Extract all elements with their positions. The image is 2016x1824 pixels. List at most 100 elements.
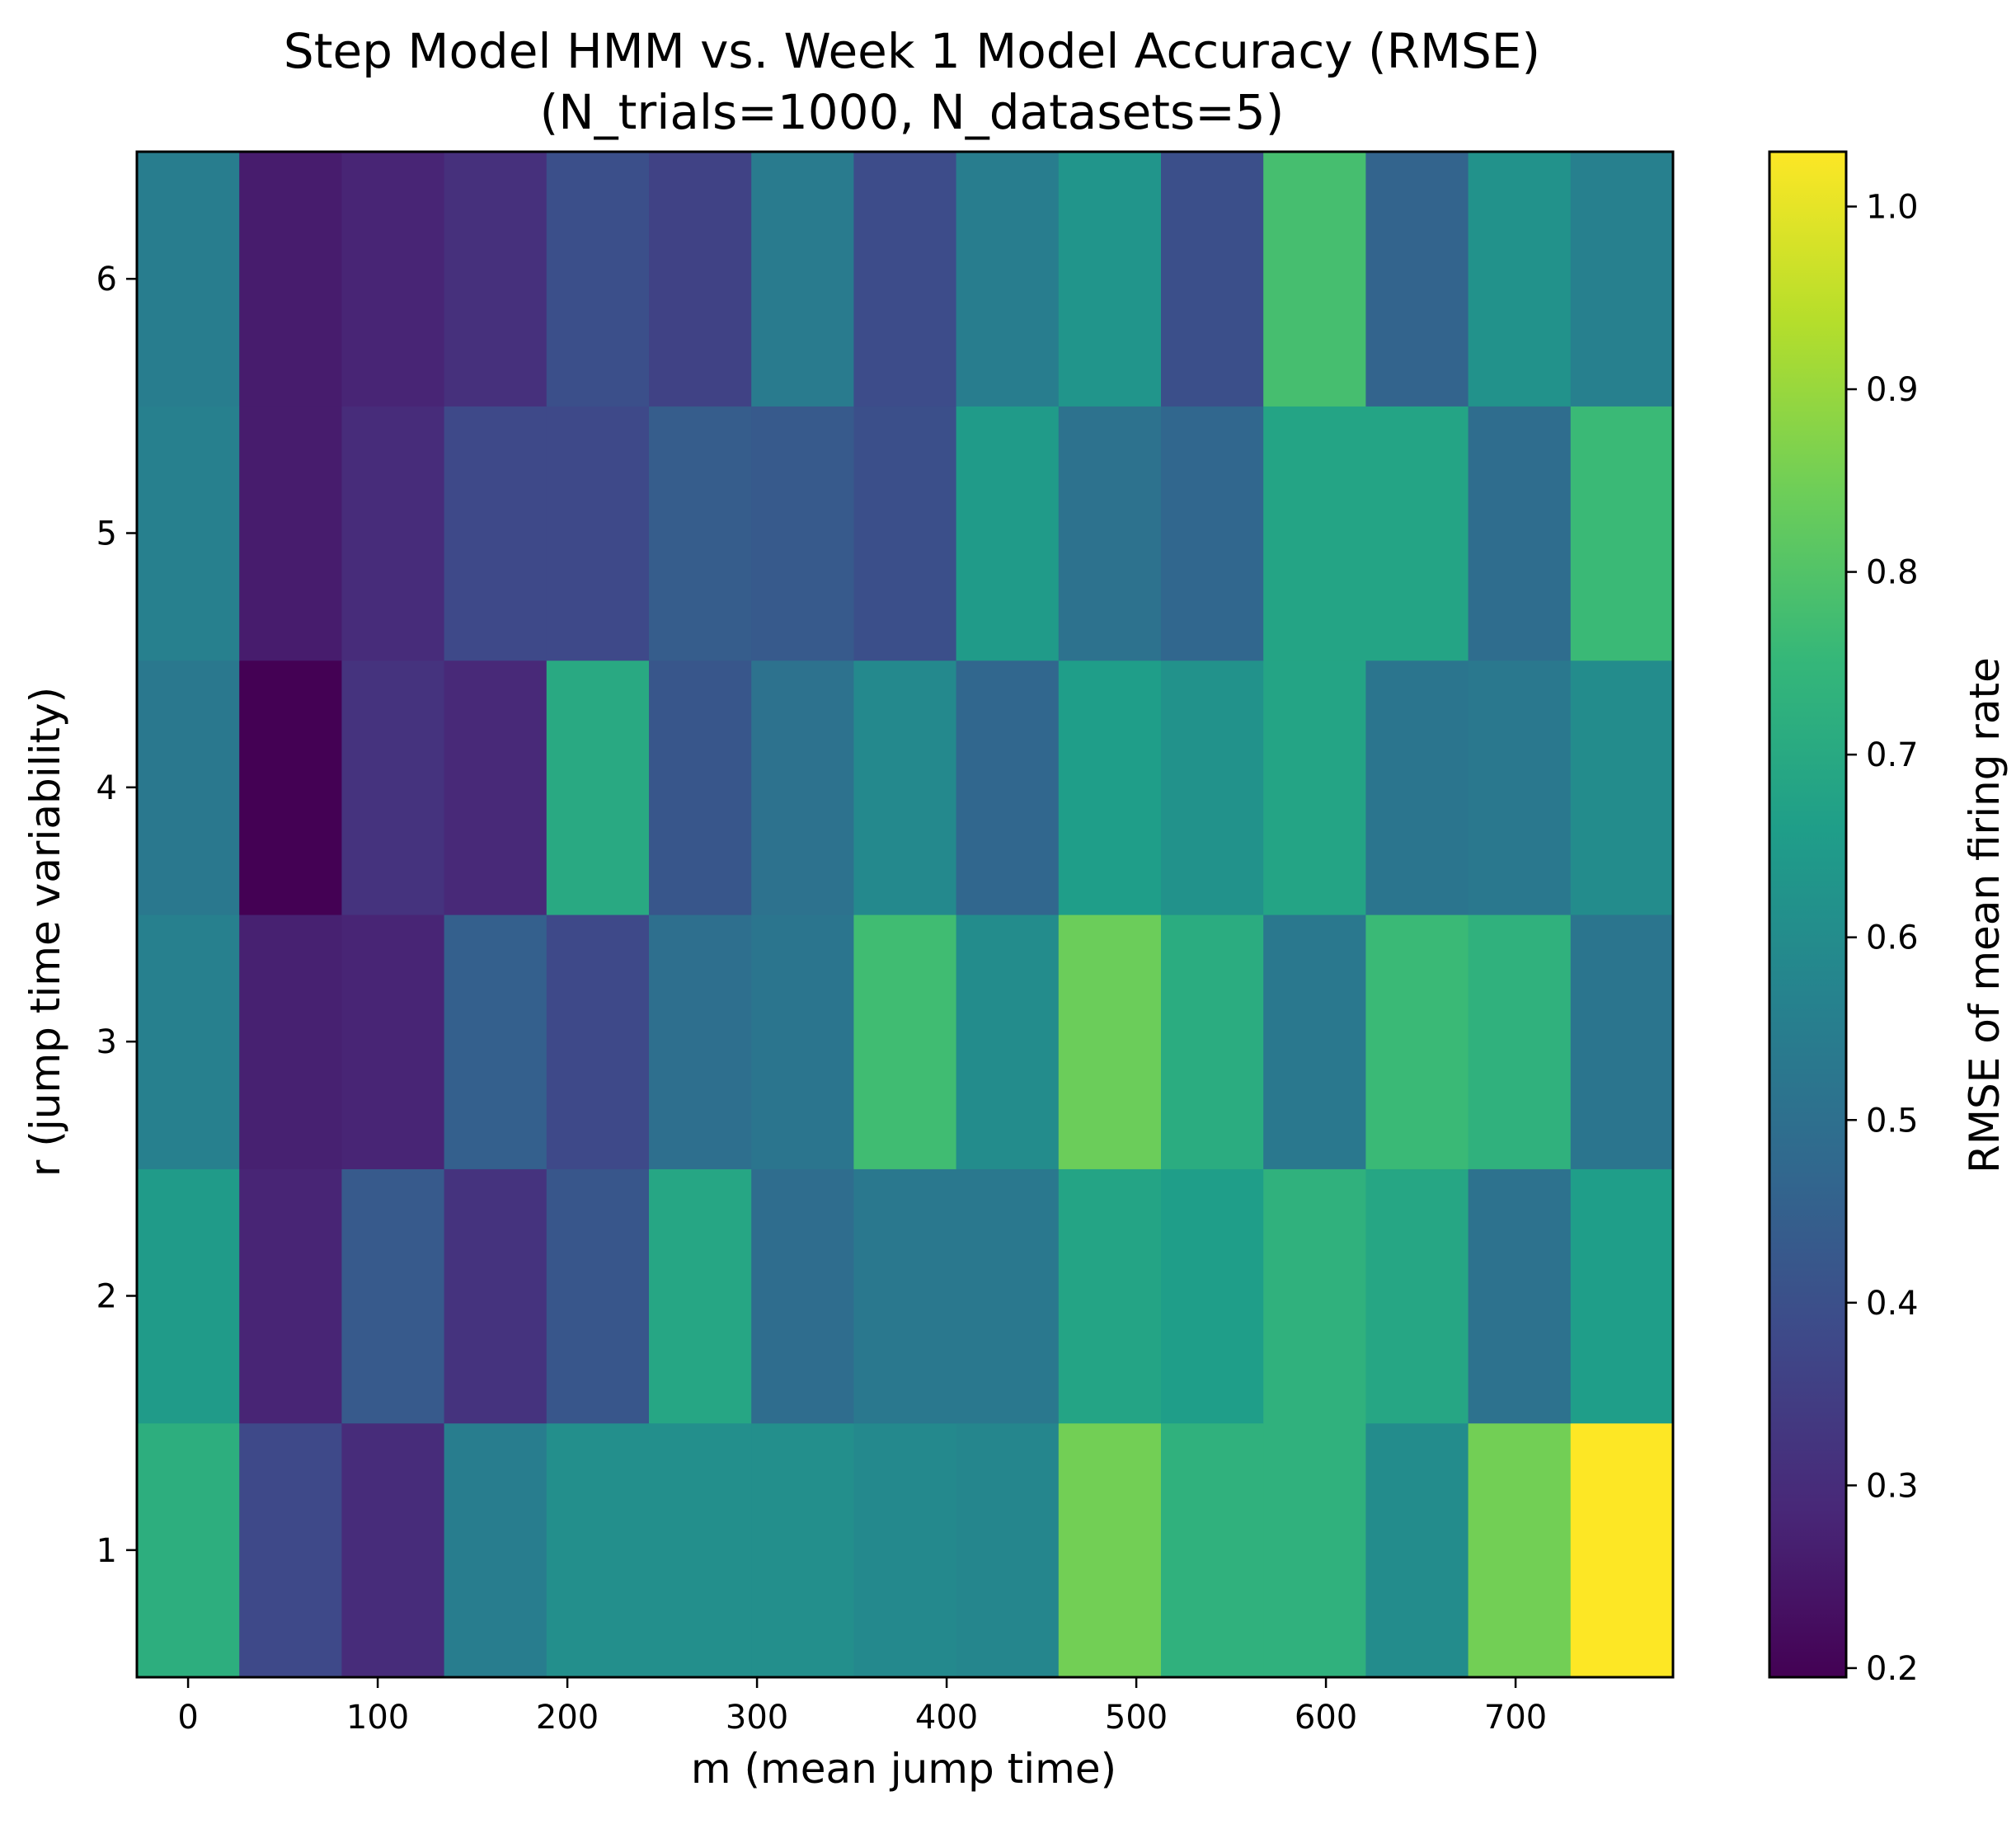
heatmap-cell [649,914,752,1169]
heatmap-cell [1058,660,1162,915]
x-tick-label: 700 [1484,1699,1547,1737]
heatmap-cell [137,914,240,1169]
y-tick-label: 6 [96,261,117,299]
chart-title: Step Model HMM vs. Week 1 Model Accuracy… [284,23,1540,79]
heatmap-cell [1161,406,1264,661]
heatmap-cell [751,1168,854,1424]
heatmap-cell [1570,660,1674,915]
heatmap-cells [137,152,1674,1678]
heatmap-cell [853,1422,957,1678]
heatmap-cell [341,406,445,661]
heatmap-cell [341,152,445,407]
heatmap-cell [1570,1168,1674,1424]
heatmap-cell [239,660,342,915]
heatmap-cell [1161,1168,1264,1424]
colorbar-tick-label: 0.6 [1866,919,1919,957]
heatmap-cell [341,1168,445,1424]
heatmap-cell [1365,152,1469,407]
x-tick-label: 300 [726,1699,788,1737]
heatmap-cell [1161,1422,1264,1678]
x-tick-label: 600 [1295,1699,1357,1737]
heatmap-cell [751,406,854,661]
heatmap-cell [1058,1168,1162,1424]
colorbar-tick-label: 0.8 [1866,554,1919,592]
heatmap-cell [239,1168,342,1424]
heatmap-cell [546,1168,650,1424]
y-axis: 1 2 3 4 5 6 [96,261,137,1570]
heatmap-cell [1365,1168,1469,1424]
x-tick-label: 500 [1105,1699,1168,1737]
heatmap-cell [546,1422,650,1678]
y-tick-label: 5 [96,515,117,553]
heatmap-cell [1263,914,1366,1169]
heatmap-cell [1058,1422,1162,1678]
heatmap-cell [649,1422,752,1678]
heatmap-cell [649,660,752,915]
x-axis: 0 100 200 300 400 500 600 700 [177,1677,1547,1737]
heatmap-cell [1468,1422,1572,1678]
heatmap-cell [956,660,1060,915]
y-tick-label: 2 [96,1278,117,1316]
heatmap-cell [853,914,957,1169]
heatmap-cell [751,152,854,407]
heatmap-cell [546,914,650,1169]
heatmap-cell [239,914,342,1169]
heatmap-cell [137,1422,240,1678]
heatmap-cell [956,914,1060,1169]
colorbar-tick-label: 0.7 [1866,736,1919,774]
heatmap-cell [1263,152,1366,407]
heatmap-cell [1570,406,1674,661]
heatmap-cell [1161,660,1264,915]
x-tick-label: 400 [915,1699,978,1737]
colorbar-tick-label: 0.5 [1866,1102,1919,1140]
heatmap-cell [546,660,650,915]
heatmap-cell [444,660,547,915]
colorbar [1768,150,1848,1679]
heatmap-cell [956,1168,1060,1424]
heatmap-cell [853,152,957,407]
colorbar-tick-label: 0.3 [1866,1467,1919,1505]
heatmap-cell [751,1422,854,1678]
heatmap-cell [1570,1422,1674,1678]
chart-subtitle: (N_trials=1000, N_datasets=5) [540,84,1285,140]
heatmap-cell [1468,914,1572,1169]
y-tick-label: 1 [96,1532,117,1570]
heatmap-cell [956,152,1060,407]
colorbar-label: RMSE of mean firing rate [1961,657,2009,1173]
heatmap-cell [341,914,445,1169]
heatmap-cell [137,1168,240,1424]
heatmap-cell [444,406,547,661]
heatmap-cell [853,406,957,661]
heatmap-cell [239,152,342,407]
heatmap-cell [1365,1422,1469,1678]
heatmap-cell [853,660,957,915]
y-tick-label: 3 [96,1023,117,1061]
heatmap-cell [137,152,240,407]
heatmap-cell [1263,660,1366,915]
y-axis-label: r (jump time variability) [21,687,69,1177]
heatmap-cell [444,1422,547,1678]
heatmap-cell [1263,1168,1366,1424]
heatmap-cell [137,660,240,915]
x-axis-label: m (mean jump time) [691,1745,1116,1793]
x-tick-label: 200 [536,1699,599,1737]
heatmap-cell [444,1168,547,1424]
heatmap-cell [1468,152,1572,407]
heatmap-cell [1365,914,1469,1169]
heatmap-cell [1263,406,1366,661]
plot-frame [135,150,1675,1679]
heatmap-cell [649,1168,752,1424]
heatmap-cell [1468,406,1572,661]
x-tick-label: 0 [177,1699,198,1737]
heatmap-cell [1468,1168,1572,1424]
heatmap-cell [546,406,650,661]
heatmap-cell [444,914,547,1169]
heatmap-cell [1161,152,1264,407]
heatmap-cell [853,1168,957,1424]
heatmap-cell [956,406,1060,661]
colorbar-tick-label: 1.0 [1866,188,1919,226]
heatmap-cell [751,660,854,915]
heatmap-cell [1570,152,1674,407]
heatmap-cell [1161,914,1264,1169]
